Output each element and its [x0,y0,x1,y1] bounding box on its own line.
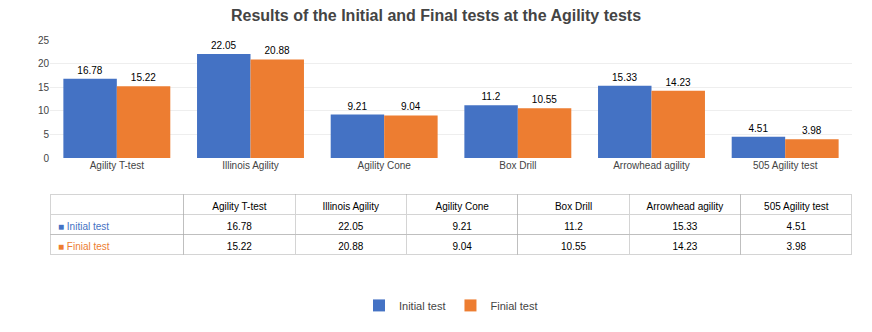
svg-text:22.05: 22.05 [338,221,363,232]
svg-text:22.05: 22.05 [211,40,236,51]
svg-text:3.98: 3.98 [802,125,822,136]
svg-text:Box Drill: Box Drill [499,160,536,171]
svg-text:Results of the Initial and Fin: Results of the Initial and Final tests a… [231,7,641,24]
svg-text:10.55: 10.55 [561,241,586,252]
svg-text:505 Agility test: 505 Agility test [753,160,818,171]
svg-text:9.04: 9.04 [401,101,421,112]
svg-text:10: 10 [38,105,50,116]
svg-text:16.78: 16.78 [227,221,252,232]
svg-text:Agility T-test: Agility T-test [212,201,266,212]
svg-text:15.22: 15.22 [227,241,252,252]
svg-text:505 Agility test: 505 Agility test [764,201,829,212]
svg-text:Agility Cone: Agility Cone [435,201,489,212]
svg-text:25: 25 [38,35,50,46]
svg-text:11.2: 11.2 [564,221,583,232]
svg-text:11.2: 11.2 [482,91,501,102]
svg-text:Illinois Agility: Illinois Agility [222,160,279,171]
svg-text:9.21: 9.21 [347,101,367,112]
svg-text:Illinois Agility: Illinois Agility [322,201,379,212]
svg-text:Agility Cone: Agility Cone [357,160,411,171]
svg-text:20: 20 [38,58,50,69]
svg-text:15.33: 15.33 [672,221,697,232]
svg-text:3.98: 3.98 [787,241,807,252]
svg-text:4.51: 4.51 [748,123,768,134]
svg-text:Box Drill: Box Drill [555,201,592,212]
svg-text:■ Finial test: ■ Finial test [58,241,110,252]
svg-text:Arrowhead agility: Arrowhead agility [647,201,724,212]
svg-text:15: 15 [38,82,50,93]
svg-text:15.33: 15.33 [612,72,637,83]
svg-text:20.88: 20.88 [338,241,363,252]
svg-text:14.23: 14.23 [672,241,697,252]
svg-text:Arrowhead agility: Arrowhead agility [613,160,690,171]
svg-text:9.21: 9.21 [452,221,472,232]
svg-text:4.51: 4.51 [787,221,807,232]
svg-text:9.04: 9.04 [452,241,472,252]
svg-text:10.55: 10.55 [532,94,557,105]
svg-text:Initial test: Initial test [399,300,445,312]
svg-text:14.23: 14.23 [666,77,691,88]
svg-text:Finial test: Finial test [490,300,537,312]
svg-text:16.78: 16.78 [77,65,102,76]
svg-text:5: 5 [43,129,49,140]
svg-text:Agility T-test: Agility T-test [90,160,144,171]
svg-text:■ Initial test: ■ Initial test [58,221,109,232]
svg-text:20.88: 20.88 [265,45,290,56]
svg-text:0: 0 [43,153,49,164]
svg-text:15.22: 15.22 [131,72,156,83]
